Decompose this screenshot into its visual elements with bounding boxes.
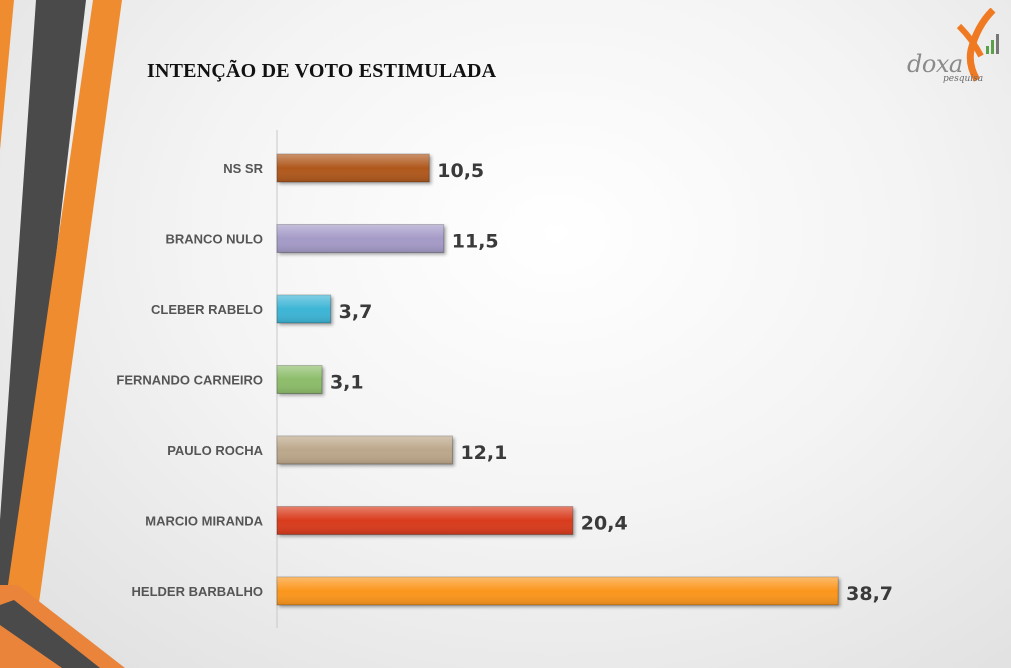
value-label: 20,4 xyxy=(581,513,628,535)
logo-text: doxa xyxy=(907,50,963,78)
category-label: MARCIO MIRANDA xyxy=(145,514,263,529)
bar-highlight xyxy=(277,224,444,253)
page-title: INTENÇÃO DE VOTO ESTIMULADA xyxy=(147,60,497,82)
orange-diagonal-stripe xyxy=(0,0,122,668)
category-label: PAULO ROCHA xyxy=(167,443,263,458)
category-label: NS SR xyxy=(223,161,263,176)
category-label: FERNANDO CARNEIRO xyxy=(116,373,263,388)
orange-corner-stripe xyxy=(0,0,14,150)
category-label: BRANCO NULO xyxy=(166,232,264,247)
logo-subtext: pesquisa xyxy=(943,74,984,84)
doxa-logo: doxa pesquisa xyxy=(905,8,1005,88)
value-label: 38,7 xyxy=(846,583,893,605)
logo-mark-icon xyxy=(956,8,999,82)
bar-highlight xyxy=(277,295,331,323)
dark-bottom-corner xyxy=(0,600,100,668)
value-label: 10,5 xyxy=(437,160,484,182)
bar-highlight xyxy=(277,436,453,464)
value-label: 11,5 xyxy=(452,231,499,253)
value-label: 3,7 xyxy=(339,301,373,323)
bar-highlight xyxy=(277,506,573,535)
category-label: HELDER BARBALHO xyxy=(132,584,263,599)
value-label: 12,1 xyxy=(460,442,507,464)
bar-highlight xyxy=(277,577,839,605)
bar-highlight xyxy=(277,365,322,394)
category-label: CLEBER RABELO xyxy=(151,302,263,317)
orange-bottom-corner xyxy=(0,585,125,668)
value-label: 3,1 xyxy=(330,372,364,394)
bar-highlight xyxy=(277,154,430,182)
